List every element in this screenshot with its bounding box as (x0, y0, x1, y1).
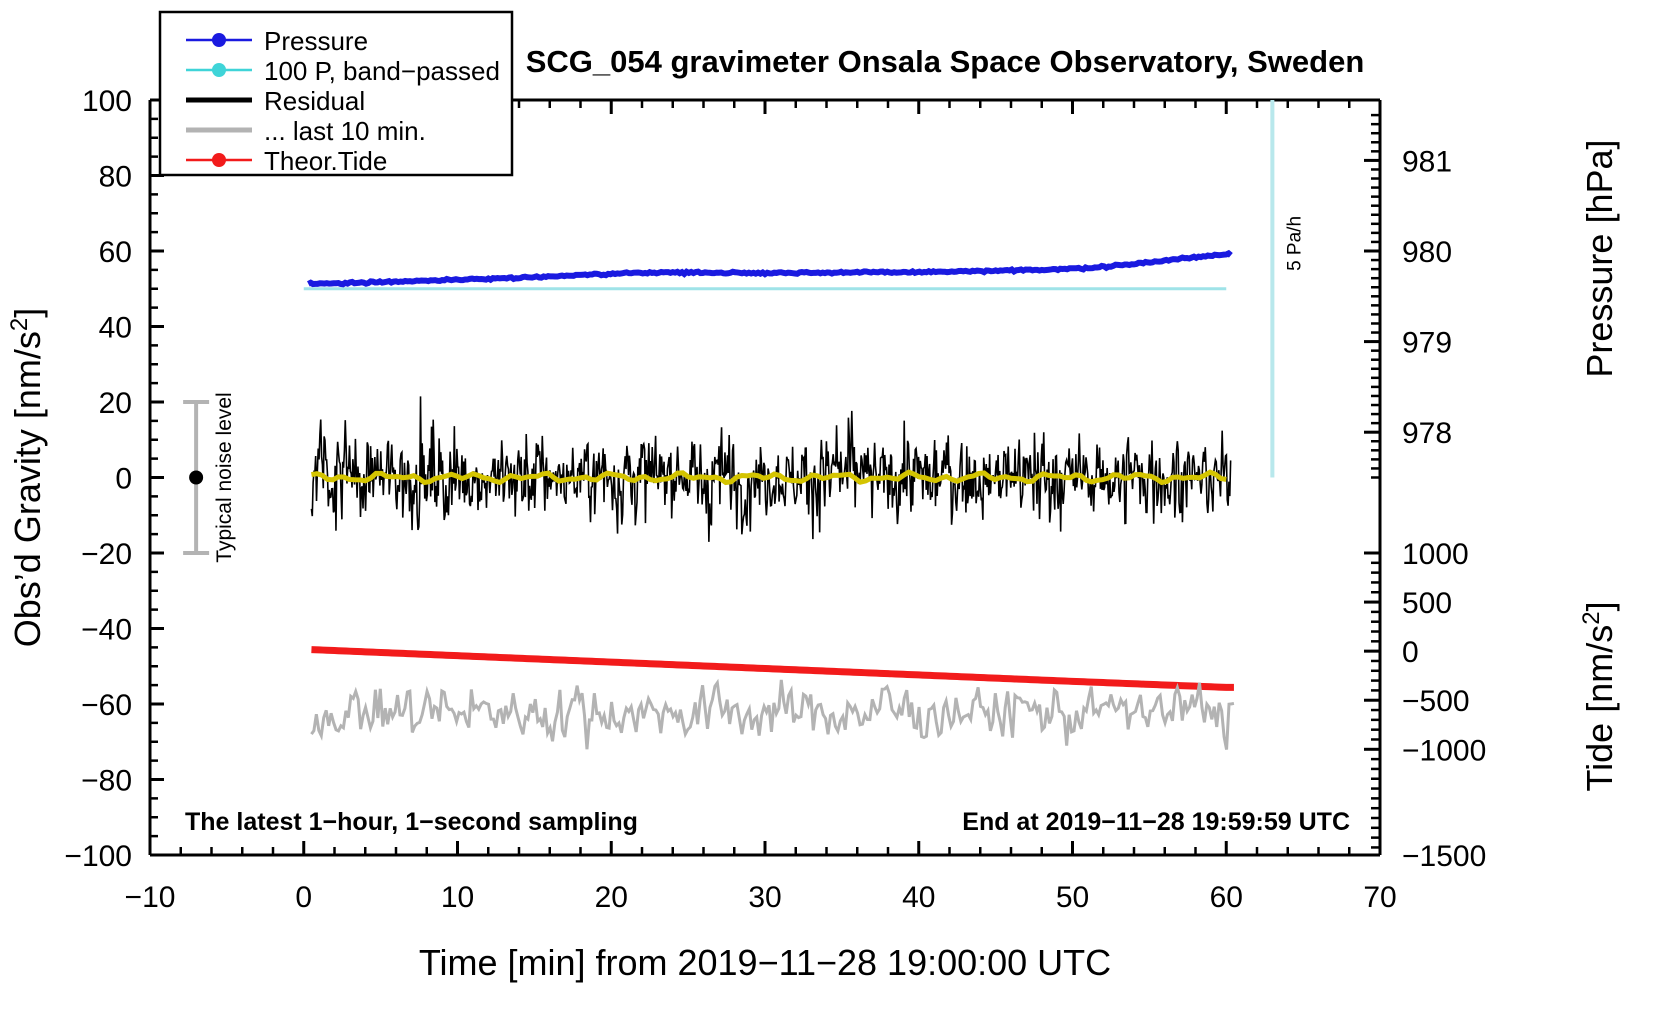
y-tick-label: 40 (99, 312, 132, 345)
y-tick-label: 20 (99, 387, 132, 420)
legend-swatch-marker (212, 153, 226, 167)
right-tide-tick-label: −1500 (1402, 840, 1486, 873)
x-tick-label: 60 (1210, 881, 1243, 914)
series-theoretical-tide (311, 646, 1234, 691)
series-pressure (307, 249, 1233, 288)
x-tick-label: 20 (595, 881, 628, 914)
x-tick-label: 30 (748, 881, 781, 914)
right-pressure-axis-title: Pressure [hPa] (1579, 139, 1620, 377)
y-axis-title: Obs’d Gravity [nm/s2] (6, 308, 49, 647)
right-tide-tick-label: 0 (1402, 636, 1419, 669)
x-tick-label: 50 (1056, 881, 1089, 914)
footer-end-time-note: End at 2019−11−28 19:59:59 UTC (962, 808, 1350, 836)
series-residual (310, 396, 1232, 542)
legend-item-label: Residual (264, 86, 365, 116)
legend-item-label: Theor.Tide (264, 146, 387, 176)
legend-item-label: Pressure (264, 26, 368, 56)
legend-item-label: 100 P, band−passed (264, 56, 500, 86)
y-tick-label: −80 (81, 765, 132, 798)
y-tick-label: −60 (81, 689, 132, 722)
x-tick-label: 10 (441, 881, 474, 914)
legend-swatch-marker (212, 33, 226, 47)
right-tide-tick-label: 1000 (1402, 538, 1469, 571)
noise-level-label: Typical noise level (213, 392, 236, 562)
x-tick-label: 70 (1363, 881, 1396, 914)
y-tick-label: 0 (115, 463, 132, 496)
legend-item-label: ... last 10 min. (264, 116, 426, 146)
right-pressure-tick-label: 981 (1402, 145, 1452, 178)
series-smoothed-residual (311, 469, 1227, 486)
pressure-rate-label: 5 Pa/h (1284, 216, 1305, 271)
chart-title: SCG_054 gravimeter Onsala Space Observat… (526, 44, 1365, 79)
right-tide-tick-label: 500 (1402, 587, 1452, 620)
series-last-10-min (310, 678, 1235, 750)
y-tick-label: −20 (81, 538, 132, 571)
y-tick-label: 100 (82, 85, 132, 118)
y-tick-label: −100 (64, 840, 132, 873)
x-tick-label: −10 (125, 881, 176, 914)
right-tide-tick-label: −500 (1402, 685, 1470, 718)
plot-area: −10 0 10 20 30 40 50 60 70100806040200−20−40−60−… (6, 10, 1621, 983)
footer-sampling-note: The latest 1−hour, 1−second sampling (185, 808, 638, 836)
noise-level-center-dot (189, 470, 204, 485)
right-tide-tick-label: −1000 (1402, 734, 1486, 767)
y-tick-label: 60 (99, 236, 132, 269)
x-tick-label: 0 (295, 881, 312, 914)
y-tick-label: 80 (99, 161, 132, 194)
right-tide-axis-title: Tide [nm/s2] (1578, 601, 1621, 791)
y-tick-label: −40 (81, 614, 132, 647)
x-tick-label: 40 (902, 881, 935, 914)
right-pressure-tick-label: 980 (1402, 236, 1452, 269)
x-axis-title: Time [min] from 2019−11−28 19:00:00 UTC (419, 942, 1111, 983)
legend-swatch-marker (212, 63, 226, 77)
right-pressure-tick-label: 978 (1402, 417, 1452, 450)
right-pressure-tick-label: 979 (1402, 327, 1452, 360)
